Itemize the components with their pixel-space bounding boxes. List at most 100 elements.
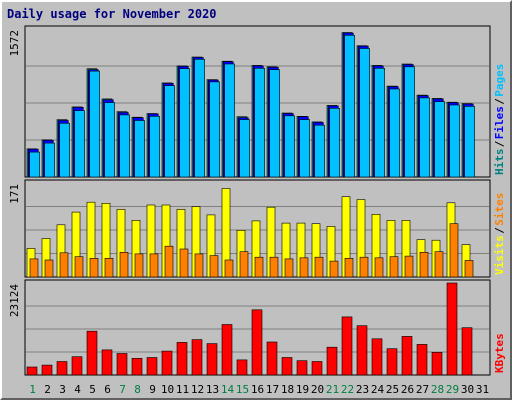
bar-sites-day-13	[209, 255, 219, 278]
bar-sites-day-22	[344, 257, 354, 278]
day-label-22: 22	[341, 383, 354, 396]
bar-pages-day-18	[284, 115, 295, 178]
day-label-23: 23	[356, 383, 369, 396]
day-label-13: 13	[206, 383, 219, 396]
bar-sites-day-3	[59, 252, 69, 278]
bar-pages-day-23	[359, 48, 370, 178]
bar-sites-day-10	[164, 245, 174, 278]
legend-visits: Visits	[493, 235, 506, 275]
bar-pages-day-10	[164, 85, 175, 178]
bar-pages-day-14	[224, 63, 235, 178]
bar-sites-day-19	[299, 257, 309, 278]
bar-kbytes-day-26	[401, 336, 413, 376]
bar-kbytes-day-11	[176, 342, 188, 376]
bar-sites-day-23	[359, 256, 369, 278]
bar-pages-day-6	[104, 102, 115, 178]
legend-separator: /	[493, 140, 506, 147]
day-label-20: 20	[311, 383, 324, 396]
bar-kbytes-day-21	[326, 346, 338, 376]
day-label-8: 8	[134, 383, 141, 396]
legend-separator: /	[493, 227, 506, 234]
day-label-29: 29	[446, 383, 459, 396]
bar-kbytes-day-15	[236, 359, 248, 376]
bar-kbytes-day-3	[56, 361, 68, 376]
bar-sites-day-18	[284, 258, 294, 278]
bar-sites-day-14	[224, 259, 234, 278]
bar-pages-day-24	[374, 68, 385, 178]
bar-sites-day-26	[404, 255, 414, 278]
day-label-25: 25	[386, 383, 399, 396]
bar-kbytes-day-28	[431, 351, 443, 376]
bar-pages-day-21	[329, 108, 340, 178]
day-label-18: 18	[281, 383, 294, 396]
day-label-1: 1	[29, 383, 36, 396]
day-label-28: 28	[431, 383, 444, 396]
day-label-21: 21	[326, 383, 339, 396]
day-label-7: 7	[119, 383, 126, 396]
bar-sites-day-16	[254, 256, 264, 278]
bar-pages-day-4	[74, 110, 85, 178]
bar-sites-day-11	[179, 248, 189, 278]
bar-pages-day-17	[269, 69, 280, 178]
bar-pages-day-28	[434, 101, 445, 178]
y-max-label-kbytes: 23124	[8, 284, 21, 317]
bar-kbytes-day-5	[86, 330, 98, 376]
bar-sites-day-29	[449, 223, 459, 278]
bar-kbytes-day-7	[116, 353, 128, 376]
day-label-16: 16	[251, 383, 264, 396]
bar-kbytes-day-27	[416, 344, 428, 376]
day-label-6: 6	[104, 383, 111, 396]
bar-sites-day-17	[269, 256, 279, 278]
day-label-17: 17	[266, 383, 279, 396]
bar-pages-day-13	[209, 81, 220, 178]
bar-pages-day-20	[314, 124, 325, 178]
day-label-26: 26	[401, 383, 414, 396]
bar-sites-day-5	[89, 257, 99, 278]
bar-pages-day-1	[29, 151, 40, 178]
bar-sites-day-28	[434, 251, 444, 278]
day-label-15: 15	[236, 383, 249, 396]
bar-kbytes-day-20	[311, 361, 323, 376]
bar-sites-day-30	[464, 260, 474, 278]
day-label-5: 5	[89, 383, 96, 396]
bar-sites-day-20	[314, 256, 324, 278]
bar-kbytes-day-2	[41, 364, 53, 376]
bar-kbytes-day-8	[131, 357, 143, 376]
day-label-27: 27	[416, 383, 429, 396]
bar-sites-day-2	[44, 259, 54, 278]
day-label-19: 19	[296, 383, 309, 396]
bar-pages-day-26	[404, 66, 415, 178]
bar-kbytes-day-25	[386, 348, 398, 376]
bar-kbytes-day-10	[161, 350, 173, 376]
day-label-14: 14	[221, 383, 235, 396]
day-label-4: 4	[74, 383, 81, 396]
bar-sites-day-27	[419, 252, 429, 278]
chart-title: Daily usage for November 2020	[7, 7, 217, 21]
day-label-31: 31	[476, 383, 489, 396]
bar-pages-day-2	[44, 142, 55, 178]
bar-pages-day-19	[299, 119, 310, 178]
bar-sites-day-4	[74, 256, 84, 278]
bar-pages-day-11	[179, 68, 190, 178]
bar-kbytes-day-22	[341, 316, 353, 376]
bar-kbytes-day-4	[71, 356, 83, 376]
y-max-label-hits-files-pages: 1572	[8, 30, 21, 57]
bar-kbytes-day-16	[251, 309, 263, 376]
bar-sites-day-8	[134, 253, 144, 278]
bar-pages-day-8	[134, 120, 145, 178]
bar-sites-day-15	[239, 251, 249, 278]
bar-pages-day-16	[254, 68, 265, 178]
bar-kbytes-day-24	[371, 338, 383, 376]
bar-sites-day-6	[104, 257, 114, 278]
bar-sites-day-12	[194, 253, 204, 278]
bar-pages-day-22	[344, 34, 355, 178]
bar-pages-day-15	[239, 119, 250, 178]
bar-pages-day-27	[419, 97, 430, 178]
legend-separator: /	[493, 98, 506, 105]
bar-pages-day-12	[194, 58, 205, 178]
plot-area: 1572Hits/Files/Pages171Visits/Sites23124…	[8, 25, 506, 396]
bar-pages-day-3	[59, 123, 70, 178]
bar-kbytes-day-30	[461, 327, 473, 376]
bar-sites-day-9	[149, 253, 159, 278]
